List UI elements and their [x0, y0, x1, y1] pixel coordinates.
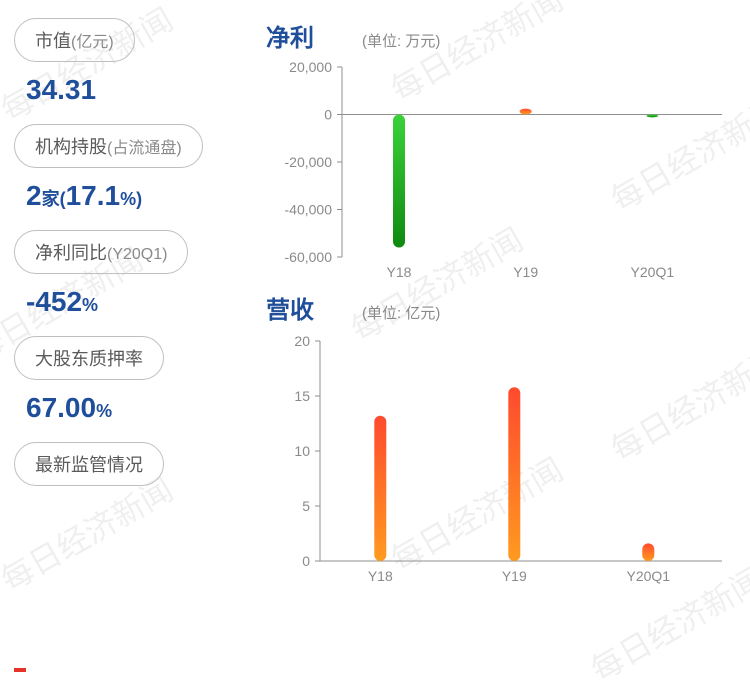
inst-hold-count: 2: [26, 180, 42, 211]
profit-chart-title: 净利: [266, 18, 314, 53]
svg-text:20: 20: [294, 333, 310, 349]
svg-text:20,000: 20,000: [289, 59, 332, 75]
svg-text:Y19: Y19: [502, 568, 527, 584]
profit-chart-block: 净利 (单位: 万元) -60,000 -40,000 -20,000 0 20,000…: [262, 18, 742, 282]
profit-yoy-num: -452: [26, 286, 82, 317]
svg-text:Y20Q1: Y20Q1: [631, 264, 675, 280]
market-cap-label: 市值: [35, 31, 71, 51]
svg-text:Y18: Y18: [387, 264, 412, 280]
svg-text:Y18: Y18: [368, 568, 393, 584]
left-column: 市值(亿元) 34.31 机构持股(占流通盘) 2家(17.1%) 净利同比(Y…: [14, 18, 244, 595]
right-column: 净利 (单位: 万元) -60,000 -40,000 -20,000 0 20,000…: [244, 18, 742, 595]
profit-yoy-unit: %: [82, 295, 98, 315]
revenue-chart-unit: (单位: 亿元): [362, 302, 440, 323]
svg-text:Y19: Y19: [513, 264, 538, 280]
revenue-chart-title: 营收: [266, 290, 314, 325]
inst-hold-count-unit: 家: [42, 189, 60, 209]
profit-chart-header: 净利 (单位: 万元): [262, 18, 742, 57]
market-cap-sub: (亿元): [71, 34, 114, 51]
revenue-chart: 0 5 10 15 20 Y18 Y19 Y20Q1: [262, 329, 732, 587]
revenue-chart-header: 营收 (单位: 亿元): [262, 290, 742, 329]
svg-text:-60,000: -60,000: [285, 249, 333, 265]
pledge-num: 67.00: [26, 392, 96, 423]
root-container: 市值(亿元) 34.31 机构持股(占流通盘) 2家(17.1%) 净利同比(Y…: [0, 0, 750, 603]
inst-hold-pct-unit: %: [120, 189, 136, 209]
pledge-unit: %: [96, 401, 112, 421]
inst-hold-pill: 机构持股(占流通盘): [14, 124, 203, 168]
pledge-pill: 大股东质押率: [14, 336, 164, 380]
svg-text:5: 5: [302, 498, 310, 514]
svg-text:10: 10: [294, 443, 310, 459]
profit-yoy-pill: 净利同比(Y20Q1): [14, 230, 188, 274]
svg-text:-20,000: -20,000: [285, 154, 333, 170]
profit-yoy-value: -452%: [14, 282, 244, 336]
regulation-label: 最新监管情况: [35, 455, 143, 475]
svg-text:Y20Q1: Y20Q1: [627, 568, 671, 584]
svg-text:0: 0: [302, 553, 310, 569]
svg-text:-40,000: -40,000: [285, 202, 333, 218]
market-cap-value: 34.31: [14, 70, 244, 124]
inst-hold-value: 2家(17.1%): [14, 176, 244, 230]
market-cap-pill: 市值(亿元): [14, 18, 135, 62]
regulation-pill: 最新监管情况: [14, 442, 164, 486]
profit-chart-unit: (单位: 万元): [362, 30, 440, 51]
profit-yoy-sub: (Y20Q1): [107, 246, 167, 263]
inst-hold-label: 机构持股: [35, 137, 107, 157]
profit-chart: -60,000 -40,000 -20,000 0 20,000 Y18 Y19 Y20Q1: [262, 57, 732, 282]
accent-bar: [14, 668, 26, 672]
pledge-value: 67.00%: [14, 388, 244, 442]
inst-hold-pct: 17.1: [66, 180, 121, 211]
inst-hold-sub: (占流通盘): [107, 140, 182, 157]
svg-text:15: 15: [294, 388, 310, 404]
profit-yoy-label: 净利同比: [35, 243, 107, 263]
pledge-label: 大股东质押率: [35, 349, 143, 369]
revenue-chart-block: 营收 (单位: 亿元) 0 5 10 15 20 Y18 Y19 Y20Q1: [262, 290, 742, 587]
svg-text:0: 0: [324, 107, 332, 123]
